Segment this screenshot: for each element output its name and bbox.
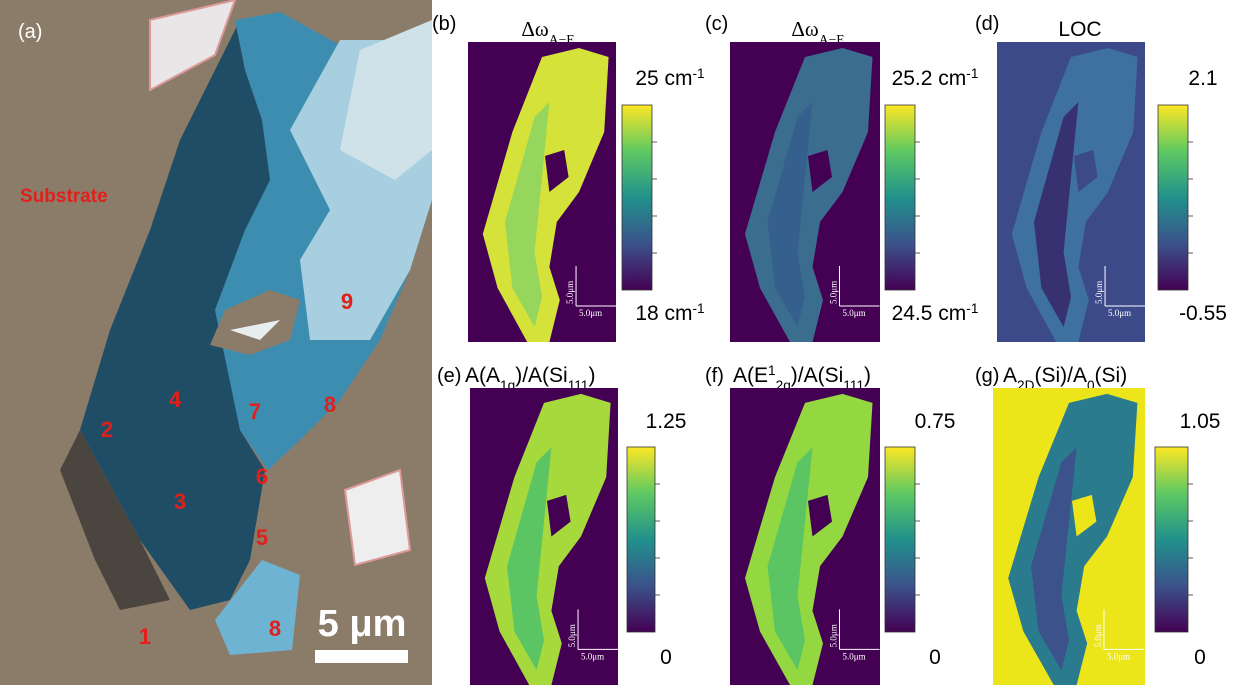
scale-label: 5.0μm: [1107, 651, 1130, 661]
region-number: 8: [324, 392, 336, 417]
text-segment: 0: [929, 646, 941, 669]
text-segment: A(A: [465, 364, 500, 387]
map-panel: (d) LOC 5.0μm 5.0μm 2.1 -0.55: [975, 13, 1227, 342]
text-segment: A: [1003, 364, 1017, 387]
colorbar-min: 0: [660, 646, 672, 669]
text-segment: 25 cm: [635, 67, 692, 90]
panel-label: (c): [705, 13, 728, 35]
region-number: 1: [139, 624, 151, 649]
text-segment: )/A(Si: [791, 364, 844, 387]
colorbar-max: 2.1: [1188, 67, 1217, 90]
text-segment: 2.1: [1188, 67, 1217, 90]
colorbar: [1155, 447, 1188, 632]
text-segment: Δω: [791, 17, 818, 41]
text-segment: )/A(Si: [515, 364, 568, 387]
scale-label: 5.0μm: [565, 281, 575, 304]
colorbar-max: 25 cm-1: [635, 66, 704, 91]
colorbar: [622, 105, 652, 290]
text-segment: ): [588, 364, 595, 387]
text-segment: -1: [966, 301, 978, 316]
region-number: 6: [256, 464, 268, 489]
scale-label: 5.0μm: [581, 651, 604, 661]
text-segment: 0: [660, 646, 672, 669]
text-segment: ): [864, 364, 871, 387]
colorbar: [885, 447, 915, 632]
scale-bar-label: 5 μm: [318, 603, 407, 645]
text-segment: LOC: [1058, 18, 1101, 41]
colorbar-min: 0: [929, 646, 941, 669]
text-segment: Δω: [521, 17, 548, 41]
text-segment: 1: [768, 363, 776, 378]
colorbar-min: 18 cm-1: [635, 301, 704, 326]
scale-label: 5.0μm: [579, 308, 602, 318]
colorbar-min: 0: [1194, 646, 1206, 669]
colorbar-max: 1.05: [1180, 410, 1221, 433]
scale-label: 5.0μm: [829, 624, 839, 647]
colorbar-max: 1.25: [646, 410, 687, 433]
panel-label: (e): [437, 365, 461, 387]
region-number: 9: [341, 289, 353, 314]
text-segment: 0: [1194, 646, 1206, 669]
panel-label: (d): [975, 13, 999, 35]
text-segment: -0.55: [1179, 302, 1227, 325]
text-segment: 18 cm: [635, 302, 692, 325]
region-number: 2: [101, 417, 113, 442]
colorbar: [627, 447, 655, 632]
colorbar-min: -0.55: [1179, 302, 1227, 325]
text-segment: -1: [693, 301, 705, 316]
text-segment: 1.25: [646, 410, 687, 433]
scale-label: 5.0μm: [829, 281, 839, 304]
region-number: 7: [249, 399, 261, 424]
text-segment: -1: [693, 66, 705, 81]
colorbar-min: 24.5 cm-1: [892, 301, 979, 326]
region-number: 5: [256, 525, 268, 550]
panel-title: LOC: [1058, 18, 1101, 41]
text-segment: (Si)/A: [1034, 364, 1087, 387]
colorbar: [1158, 105, 1188, 290]
text-segment: 25.2 cm: [892, 67, 967, 90]
scale-label: 5.0μm: [1094, 281, 1104, 304]
scale-label: 5.0μm: [843, 651, 866, 661]
text-segment: (Si): [1095, 364, 1128, 387]
text-segment: A(E: [733, 364, 768, 387]
substrate-label: Substrate: [20, 186, 108, 207]
text-segment: 0.75: [915, 410, 956, 433]
region-number: 4: [169, 387, 182, 412]
figure: (a) Substrate 2478936581 5 μm (b)ΔωA−E5.…: [0, 0, 1240, 685]
scale-label: 5.0μm: [1108, 308, 1131, 318]
panel-label: (b): [432, 13, 456, 35]
scale-label: 5.0μm: [1093, 624, 1103, 647]
colorbar: [885, 105, 915, 290]
colorbar-max: 0.75: [915, 410, 956, 433]
panel-label: (f): [705, 365, 724, 387]
scale-label: 5.0μm: [567, 624, 577, 647]
text-segment: -1: [966, 66, 978, 81]
scale-label: 5.0μm: [843, 308, 866, 318]
page: {"panel_a": {"label": "(a)", "substrate"…: [0, 0, 1240, 685]
region-number: 8: [269, 616, 281, 641]
panel-label: (g): [975, 365, 999, 387]
panel-label: (a): [18, 21, 42, 43]
region-number: 3: [174, 489, 186, 514]
text-segment: 24.5 cm: [892, 302, 967, 325]
text-segment: 1.05: [1180, 410, 1221, 433]
colorbar-max: 25.2 cm-1: [892, 66, 979, 91]
optical-image: [0, 0, 432, 685]
